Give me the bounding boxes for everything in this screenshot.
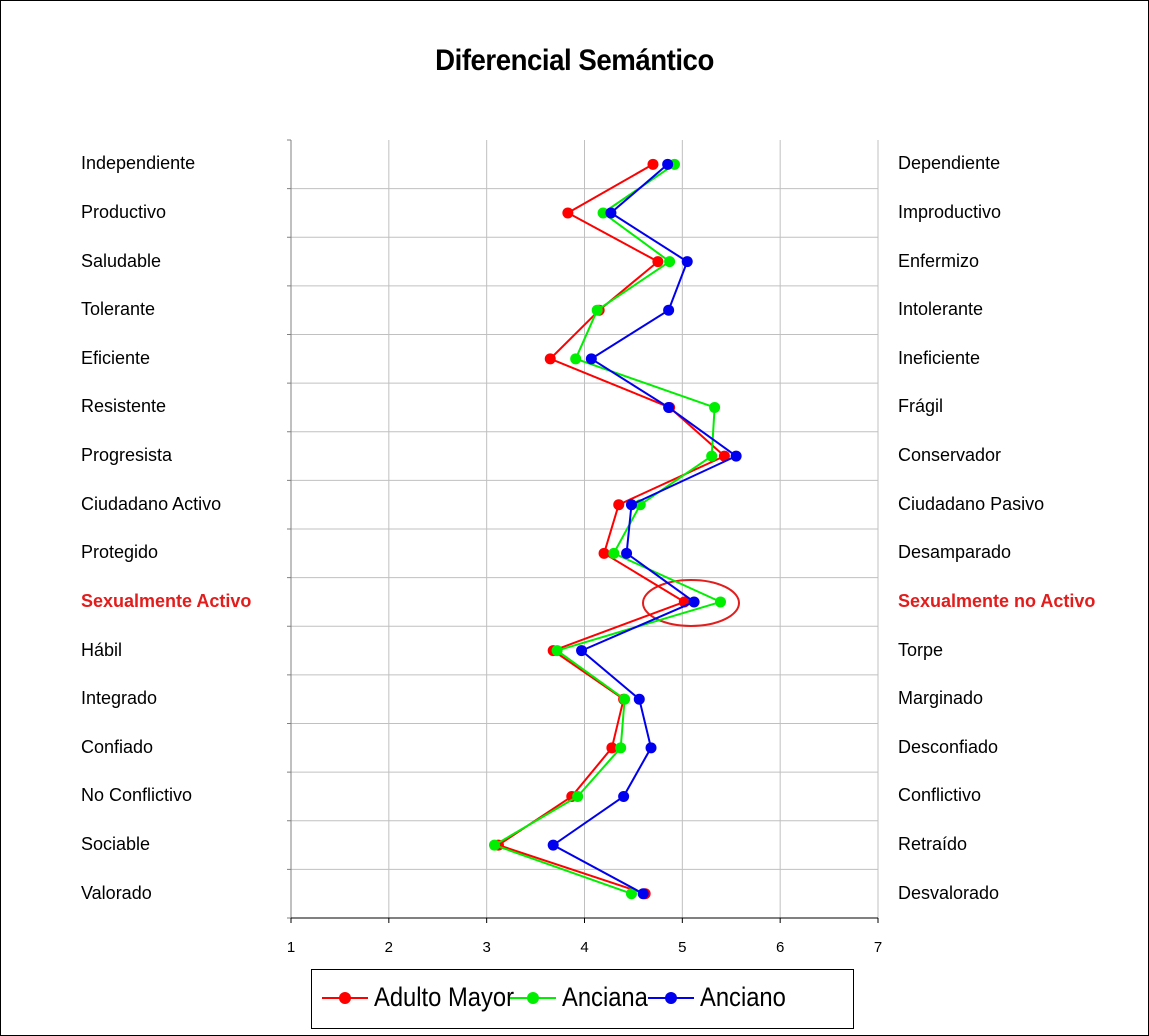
left-label: Hábil — [81, 639, 123, 660]
data-point-s0-4 — [544, 353, 556, 365]
data-point-s2-9 — [688, 596, 700, 608]
right-label: Sexualmente no Activo — [898, 590, 1096, 611]
left-label: Saludable — [81, 250, 162, 271]
data-point-s1-14 — [488, 839, 500, 851]
data-point-s2-12 — [645, 742, 657, 754]
left-label: Tolerante — [81, 299, 156, 320]
legend: Adulto Mayor Anciana Anciano — [311, 969, 854, 1029]
right-label: Enfermizo — [898, 250, 980, 271]
legend-label-anciano: Anciano — [700, 982, 786, 1012]
right-label: Conflictivo — [898, 785, 982, 806]
chart-title: Diferencial Semántico — [435, 44, 714, 77]
data-point-s0-0 — [647, 158, 659, 170]
data-point-s1-8 — [608, 547, 620, 559]
left-label: No Conflictivo — [81, 785, 193, 806]
right-label: Torpe — [898, 639, 944, 660]
left-label: Productivo — [81, 201, 167, 222]
data-point-s0-1 — [562, 207, 574, 219]
data-point-s2-7 — [625, 499, 637, 511]
data-point-s2-0 — [662, 158, 674, 170]
left-label: Independiente — [81, 153, 196, 174]
data-point-s2-1 — [605, 207, 617, 219]
data-point-s1-15 — [625, 888, 637, 900]
data-point-s1-2 — [664, 256, 676, 268]
data-point-s0-12 — [606, 742, 618, 754]
highlight-ellipse — [642, 578, 740, 627]
series-line-2 — [551, 163, 739, 895]
left-label: Sociable — [81, 834, 151, 855]
data-point-s1-10 — [551, 645, 563, 657]
data-point-s0-6 — [718, 450, 730, 462]
legend-label-adulto-mayor: Adulto Mayor — [374, 982, 514, 1012]
data-point-s2-6 — [730, 450, 742, 462]
data-point-s2-4 — [585, 353, 597, 365]
legend-marker-adulto-mayor — [322, 992, 368, 1004]
x-tick-label: 5 — [678, 939, 686, 956]
series-line-0 — [496, 163, 727, 895]
right-label: Dependiente — [898, 153, 1001, 174]
data-point-s1-13 — [572, 790, 584, 802]
left-label: Resistente — [81, 396, 167, 417]
right-label: Desconfiado — [898, 736, 999, 757]
legend-marker-anciano — [648, 992, 694, 1004]
left-label: Protegido — [81, 542, 159, 563]
right-label: Ineficiente — [898, 347, 981, 368]
data-point-s2-8 — [621, 547, 633, 559]
data-point-s1-9 — [714, 596, 726, 608]
right-label: Intolerante — [898, 299, 984, 320]
data-point-s2-3 — [663, 304, 675, 316]
data-point-s2-13 — [618, 790, 630, 802]
data-point-s1-3 — [591, 304, 603, 316]
data-point-s1-5 — [709, 401, 721, 413]
data-point-s1-4 — [570, 353, 582, 365]
data-point-s1-11 — [619, 693, 631, 705]
data-point-s0-2 — [652, 256, 664, 268]
left-label: Valorado — [81, 882, 152, 903]
x-tick-label: 3 — [482, 939, 490, 956]
right-label: Conservador — [898, 445, 1002, 466]
data-point-s0-8 — [598, 547, 610, 559]
data-point-s1-12 — [615, 742, 627, 754]
left-label: Integrado — [81, 688, 158, 709]
data-point-s2-2 — [681, 256, 693, 268]
data-point-s2-5 — [663, 401, 675, 413]
x-tick-label: 7 — [874, 939, 882, 956]
x-tick-label: 2 — [385, 939, 393, 956]
x-tick-label: 4 — [580, 939, 588, 956]
left-label: Sexualmente Activo — [81, 590, 252, 611]
x-tick-label: 1 — [287, 939, 295, 956]
right-label: Desamparado — [898, 542, 1012, 563]
data-point-s0-7 — [613, 499, 625, 511]
right-label: Improductivo — [898, 201, 1002, 222]
data-point-s1-6 — [706, 450, 718, 462]
right-label: Ciudadano Pasivo — [898, 493, 1045, 514]
left-label: Confiado — [81, 736, 154, 757]
data-point-s2-14 — [547, 839, 559, 851]
right-label: Frágil — [898, 396, 944, 417]
right-label: Marginado — [898, 688, 984, 709]
left-label: Ciudadano Activo — [81, 493, 222, 514]
data-point-s2-10 — [576, 645, 588, 657]
left-label: Progresista — [81, 445, 173, 466]
legend-marker-anciana — [510, 992, 556, 1004]
x-tick-label: 6 — [776, 939, 784, 956]
right-label: Desvalorado — [898, 882, 1000, 903]
left-label: Eficiente — [81, 347, 151, 368]
data-point-s1-1 — [597, 207, 609, 219]
data-point-s2-11 — [633, 693, 645, 705]
legend-label-anciana: Anciana — [562, 982, 648, 1012]
series-line-1 — [492, 163, 724, 895]
data-point-s2-15 — [637, 888, 649, 900]
right-label: Retraído — [898, 834, 968, 855]
